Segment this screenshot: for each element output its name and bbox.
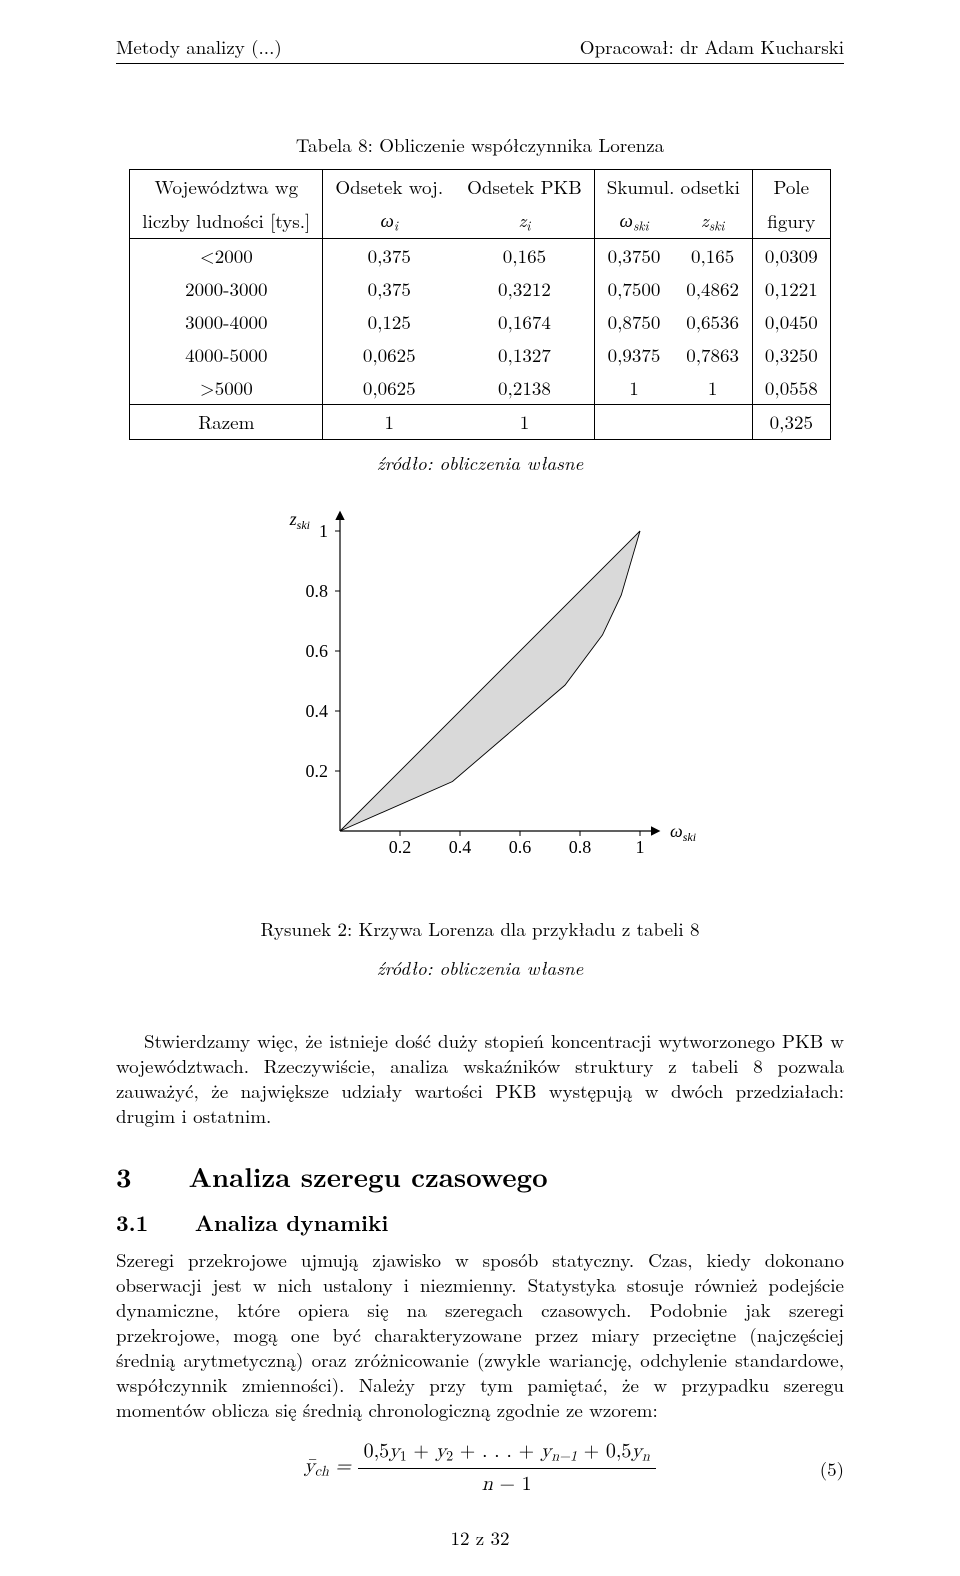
section-number: 3 [116,1156,132,1195]
svg-text:0.8: 0.8 [569,837,592,857]
sum-label: Razem [130,405,323,439]
svg-text:zski: zski [289,509,310,532]
svg-text:0.2: 0.2 [389,837,412,857]
table-cell: 0,7500 [594,272,673,305]
table-cell: 3000-4000 [130,305,323,338]
th-omega-ski: ωski [594,203,673,238]
lorenz-chart: 0.2 0.4 0.6 0.8 1 0.2 0.4 0.6 0.8 1 zski ωski [260,501,700,876]
running-header: Metody analizy (...) Opracował: dr Adam … [116,34,844,64]
table-cell: 1 [594,371,673,405]
th-figury: figury [752,203,830,238]
table-cell: 0,1327 [455,338,594,371]
paragraph-2: Szeregi przekrojowe ujmują zjawisko w sp… [116,1247,844,1423]
table-cell: 0,375 [323,272,455,305]
table-cell: 0,9375 [594,338,673,371]
table-cell: 0,6536 [673,305,752,338]
table-cell: 0,0558 [752,371,830,405]
th-wojewodztwa: Województwa wg [130,170,323,204]
sum-c1: 1 [323,405,455,439]
paragraph-1: Stwierdzamy więc, że istnieje dość duży … [116,1028,844,1128]
table-cell: 0,125 [323,305,455,338]
table-cell: 2000-3000 [130,272,323,305]
table-cell: 0,3212 [455,272,594,305]
th-liczby: liczby ludności [tys.] [130,203,323,238]
svg-text:1: 1 [319,521,328,541]
th-pole: Pole [752,170,830,204]
th-z-ski: zski [673,203,752,238]
table-cell: 0,0625 [323,371,455,405]
figure-caption: Rysunek 2: Krzywa Lorenza dla przykładu … [116,916,844,941]
equation-body: ȳch = 0,5y1 + y2 + . . . + yn−1 + 0,5yn … [304,1438,656,1497]
equation-number: (5) [820,1456,844,1481]
sum-c3 [594,405,673,439]
figure-source: źródło: obliczenia własne [116,955,844,980]
table-cell: 0,375 [323,239,455,273]
section-title: Analiza szeregu czasowego [188,1156,547,1195]
table-cell: 0,4862 [673,272,752,305]
table-source: źródło: obliczenia własne [116,450,844,475]
table-cell: <2000 [130,239,323,273]
table-cell: 0,8750 [594,305,673,338]
paragraph-2-text: Szeregi przekrojowe ujmują zjawisko w sp… [116,1247,844,1423]
header-left: Metody analizy (...) [116,34,282,59]
th-skumul: Skumul. odsetki [594,170,752,204]
sum-c5: 0,325 [752,405,830,439]
svg-text:0.2: 0.2 [306,761,329,781]
paragraph-1-text: Stwierdzamy więc, że istnieje dość duży … [116,1028,844,1128]
table-cell: 0,1674 [455,305,594,338]
table-cell: >5000 [130,371,323,405]
page-footer-pagenum: 12 z 32 [0,1525,960,1550]
table-cell: 4000-5000 [130,338,323,371]
svg-text:0.6: 0.6 [306,641,329,661]
sum-c2: 1 [455,405,594,439]
table-cell: 0,3250 [752,338,830,371]
subsection-heading: 3.1 Analiza dynamiki [116,1208,844,1237]
th-z-i: zi [455,203,594,238]
section-heading: 3 Analiza szeregu czasowego [116,1158,844,1194]
th-omega-i: ωi [323,203,455,238]
lorenz-table: Województwa wg Odsetek woj. Odsetek PKB … [129,169,830,439]
svg-text:0.6: 0.6 [509,837,532,857]
table-cell: 0,3750 [594,239,673,273]
equation-5: ȳch = 0,5y1 + y2 + . . . + yn−1 + 0,5yn … [116,1438,844,1497]
header-right: Opracował: dr Adam Kucharski [580,34,844,59]
table-cell: 1 [673,371,752,405]
svg-text:ωski: ωski [670,821,696,844]
table-cell: 0,2138 [455,371,594,405]
table-cell: 0,1221 [752,272,830,305]
subsection-title: Analiza dynamiki [195,1207,389,1238]
svg-text:0.4: 0.4 [306,701,329,721]
table-caption: Tabela 8: Obliczenie współczynnika Loren… [116,132,844,157]
svg-text:0.4: 0.4 [449,837,472,857]
svg-text:1: 1 [636,837,645,857]
th-odsetek-pkb: Odsetek PKB [455,170,594,204]
svg-text:0.8: 0.8 [306,581,329,601]
table-cell: 0,0450 [752,305,830,338]
subsection-number: 3.1 [116,1207,148,1238]
table-cell: 0,0625 [323,338,455,371]
table-cell: 0,165 [455,239,594,273]
table-cell: 0,0309 [752,239,830,273]
table-cell: 0,7863 [673,338,752,371]
sum-c4 [673,405,752,439]
th-odsetek-woj: Odsetek woj. [323,170,455,204]
table-cell: 0,165 [673,239,752,273]
